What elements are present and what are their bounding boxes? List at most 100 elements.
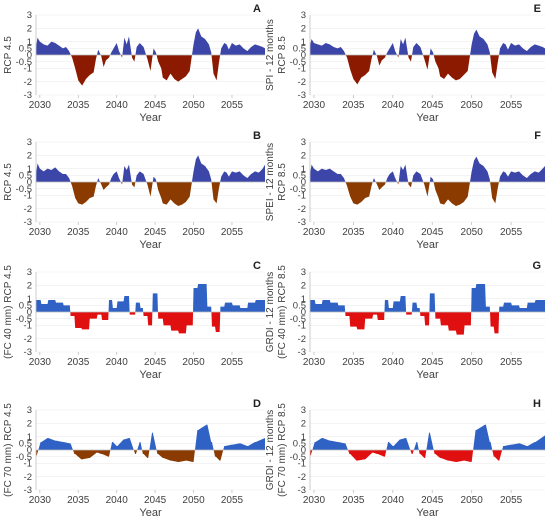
- y-tick-label: 0.5: [19, 171, 32, 182]
- y-tick-label: -2: [298, 77, 306, 88]
- panel-label: F: [534, 130, 541, 142]
- y-tick-label: 3: [27, 137, 32, 148]
- x-tick-label: 2050: [182, 357, 205, 368]
- y-axis-title: SPEI - 12 months: [265, 143, 276, 221]
- y-tick-label: 2: [27, 419, 32, 430]
- y-tick-label: 3: [27, 405, 32, 416]
- x-tick-label: 2055: [500, 227, 523, 238]
- x-tick-label: 2030: [29, 357, 52, 368]
- dry-area: [36, 182, 265, 206]
- x-tick-label: 2050: [461, 100, 484, 111]
- y-tick-label: -3: [24, 485, 32, 496]
- y-tick-label: -0.5: [16, 314, 32, 325]
- y-tick-label: -1: [298, 459, 306, 470]
- x-tick-label: 2040: [382, 357, 405, 368]
- y-tick-label: 0: [301, 445, 306, 456]
- y-tick-label: -0.5: [16, 452, 32, 463]
- y-axis-title: GRDI - 12 months: [265, 410, 276, 491]
- y-tick-label: -2: [298, 334, 306, 345]
- y-tick-label: -2: [24, 472, 32, 483]
- x-tick-label: 2045: [421, 100, 444, 111]
- x-tick-label: 2050: [182, 495, 205, 506]
- y-tick-label: -1: [298, 64, 306, 75]
- x-tick-label: 2050: [461, 227, 484, 238]
- y-tick-label: -0.5: [16, 184, 32, 195]
- y-axis-title: (FC 70 mm) RCP 4.5: [3, 403, 14, 497]
- y-tick-label: 0: [301, 50, 306, 61]
- panel-label: A: [253, 3, 261, 15]
- x-tick-label: 2040: [106, 357, 129, 368]
- y-axis-title: GRDI - 12 months: [265, 272, 276, 353]
- x-axis-title: Year: [139, 112, 162, 124]
- wet-area: [310, 424, 545, 450]
- x-tick-label: 2035: [342, 357, 365, 368]
- y-axis-title: SPEI - 12 months: [0, 143, 2, 221]
- y-tick-label: -3: [298, 90, 306, 101]
- x-tick-label: 2040: [382, 227, 405, 238]
- y-tick-label: -1: [24, 191, 32, 202]
- x-axis-title: Year: [416, 507, 439, 519]
- y-tick-label: -2: [298, 204, 306, 215]
- y-tick-label: -0.5: [290, 452, 306, 463]
- y-tick-label: 3: [301, 10, 306, 21]
- y-tick-label: 1: [301, 37, 306, 48]
- y-tick-label: -2: [24, 77, 32, 88]
- panel-h: -3 -2 -1-0.500.51 2 3 2030 2035 2040 2045 2050 205…: [265, 398, 545, 519]
- x-tick-label: 2035: [342, 495, 365, 506]
- x-tick-label: 2035: [342, 227, 365, 238]
- x-tick-label: 2030: [303, 495, 326, 506]
- x-tick-label: 2045: [421, 495, 444, 506]
- y-tick-label: 3: [301, 137, 306, 148]
- y-tick-label: 0.5: [293, 301, 306, 312]
- x-tick-label: 2030: [303, 357, 326, 368]
- x-tick-label: 2045: [421, 227, 444, 238]
- x-axis-title: Year: [139, 369, 162, 381]
- y-tick-label: 0.5: [293, 439, 306, 450]
- y-tick-label: 2: [27, 24, 32, 35]
- y-tick-label: -3: [298, 485, 306, 496]
- panel-b: -3 -2 -1-0.500.51 2 3 2030 2035 2040 2045 2050 205…: [0, 130, 265, 251]
- y-tick-label: 3: [301, 267, 306, 278]
- x-tick-label: 2030: [29, 227, 52, 238]
- y-tick-label: -0.5: [16, 57, 32, 68]
- x-axis-title: Year: [416, 239, 439, 251]
- y-tick-label: 2: [301, 419, 306, 430]
- y-tick-label: 0: [27, 177, 32, 188]
- y-tick-label: 0.5: [293, 44, 306, 55]
- y-tick-label: -1: [24, 321, 32, 332]
- y-tick-label: -3: [298, 347, 306, 358]
- wet-area: [310, 29, 545, 55]
- y-axis-title: (FC 40 mm) RCP 8.5: [277, 265, 288, 359]
- y-tick-label: 2: [27, 281, 32, 292]
- x-tick-label: 2045: [144, 227, 167, 238]
- y-tick-label: 0: [27, 50, 32, 61]
- y-tick-label: 1: [301, 294, 306, 305]
- x-tick-label: 2055: [221, 100, 244, 111]
- wet-area: [36, 284, 265, 312]
- x-tick-label: 2040: [106, 495, 129, 506]
- panel-d: -3 -2 -1-0.500.51 2 3 2030 2035 2040 2045 2050 205…: [0, 398, 265, 519]
- y-axis-title: SPI - 12 months: [0, 19, 2, 91]
- panel-label: G: [532, 260, 541, 272]
- y-tick-label: 2: [27, 151, 32, 162]
- x-tick-label: 2030: [29, 495, 52, 506]
- y-tick-label: 0.5: [19, 439, 32, 450]
- y-tick-label: -1: [298, 321, 306, 332]
- x-tick-label: 2055: [221, 227, 244, 238]
- x-tick-label: 2035: [67, 100, 90, 111]
- y-tick-label: 2: [301, 281, 306, 292]
- panel-label: B: [253, 130, 261, 142]
- x-tick-label: 2030: [303, 100, 326, 111]
- y-tick-label: 0.5: [19, 44, 32, 55]
- x-tick-label: 2050: [461, 357, 484, 368]
- y-tick-label: 0.5: [19, 301, 32, 312]
- dry-area: [310, 450, 545, 462]
- y-tick-label: -3: [24, 90, 32, 101]
- y-tick-label: 1: [27, 37, 32, 48]
- y-axis-title: (FC 40 mm) RCP 4.5: [3, 265, 14, 359]
- x-axis-title: Year: [139, 507, 162, 519]
- y-axis-title: SPI - 12 months: [265, 19, 276, 91]
- panel-a: -3 -2 -1-0.500.51 2 3 2030 2035 2040 2045 2050 205…: [0, 3, 265, 124]
- y-tick-label: -2: [298, 472, 306, 483]
